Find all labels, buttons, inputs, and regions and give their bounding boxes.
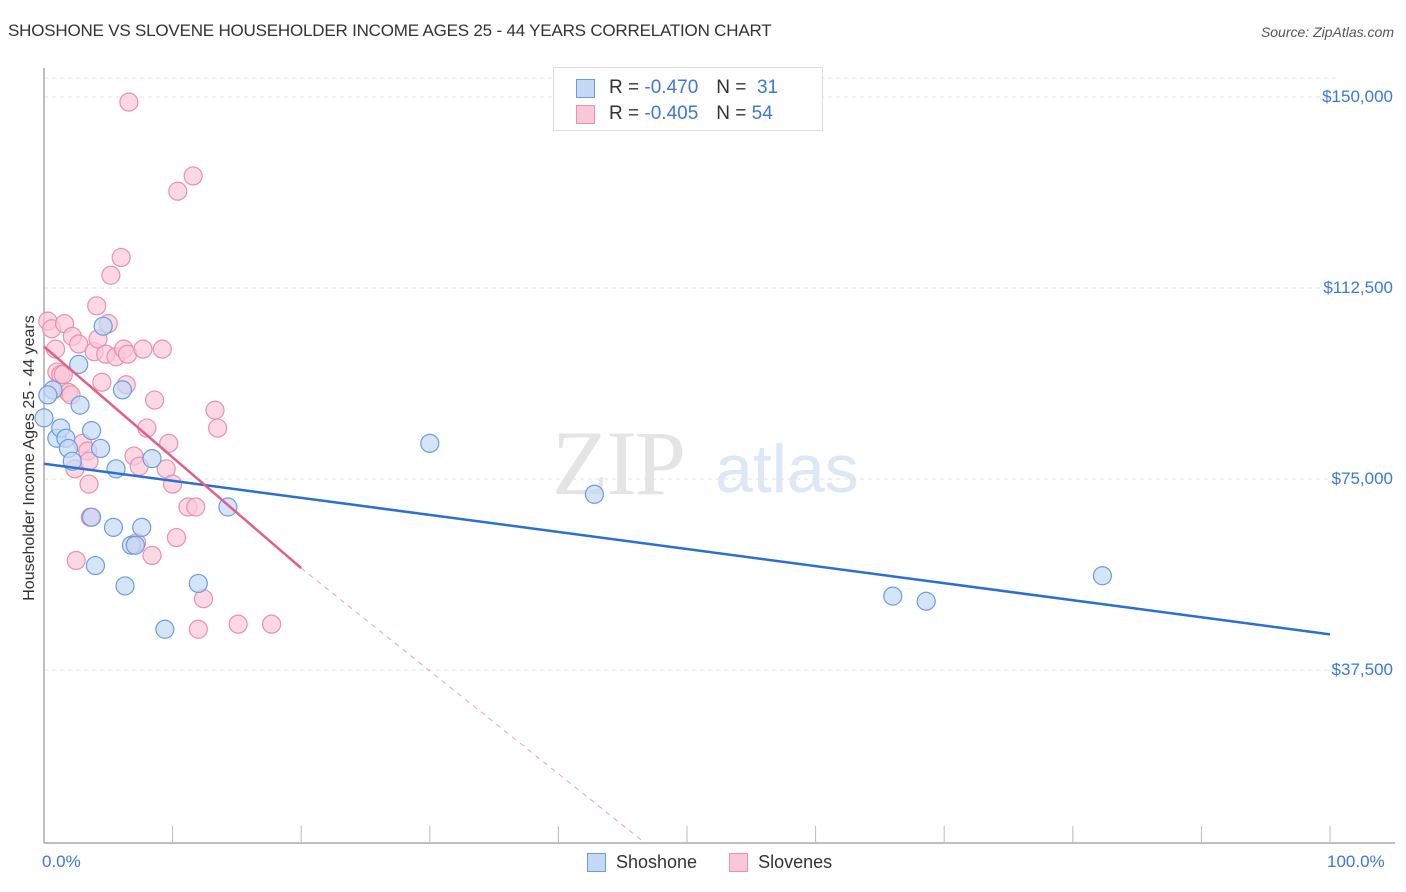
chart-title: SHOSHONE VS SLOVENE HOUSEHOLDER INCOME A… (8, 21, 772, 40)
legend-row-shoshone: R = -0.470 N = 31 (576, 76, 778, 100)
legend-row-slovenes: R = -0.405 N = 54 (576, 102, 773, 126)
y-axis-label: Householder Income Ages 25 - 44 years (21, 315, 38, 601)
n-label: N = (716, 103, 747, 124)
r-label: R = (609, 103, 640, 124)
y-tick-112500: $112,500 (1323, 278, 1393, 297)
y-tick-150000: $150,000 (1322, 87, 1393, 106)
r-value: -0.470 (644, 77, 699, 98)
stats-legend: R = -0.470 N = 31 R = -0.405 N = 54 (553, 67, 823, 131)
n-label: N = (716, 77, 747, 98)
legend-label-shoshone: Shoshone (616, 852, 698, 872)
y-tick-75000: $75,000 (1331, 469, 1393, 488)
n-value: 31 (756, 77, 779, 98)
axes (43, 68, 1395, 844)
source-label: Source: ZipAtlas.com (1260, 24, 1394, 40)
legend-label-slovenes: Slovenes (758, 852, 833, 872)
trend-lines (43, 345, 1331, 842)
shoshone-points (34, 316, 1112, 639)
watermark-atlas: atlas (715, 431, 859, 507)
shoshone-swatch-icon (576, 78, 595, 98)
series-legend: Shoshone Slovenes (587, 852, 832, 873)
slovenes-swatch-icon (576, 104, 595, 124)
gridlines (44, 77, 1340, 671)
x-tick-0: 0.0% (42, 852, 81, 871)
r-value: -0.405 (644, 103, 699, 124)
y-tick-37500: $37,500 (1331, 660, 1393, 679)
n-value: 54 (751, 103, 773, 124)
watermark-zip: ZIP (552, 412, 686, 514)
shoshone-legend-icon (587, 853, 606, 872)
r-label: R = (609, 77, 640, 98)
slovenes-legend-icon (729, 853, 749, 872)
x-tick-100: 100.0% (1327, 852, 1385, 871)
